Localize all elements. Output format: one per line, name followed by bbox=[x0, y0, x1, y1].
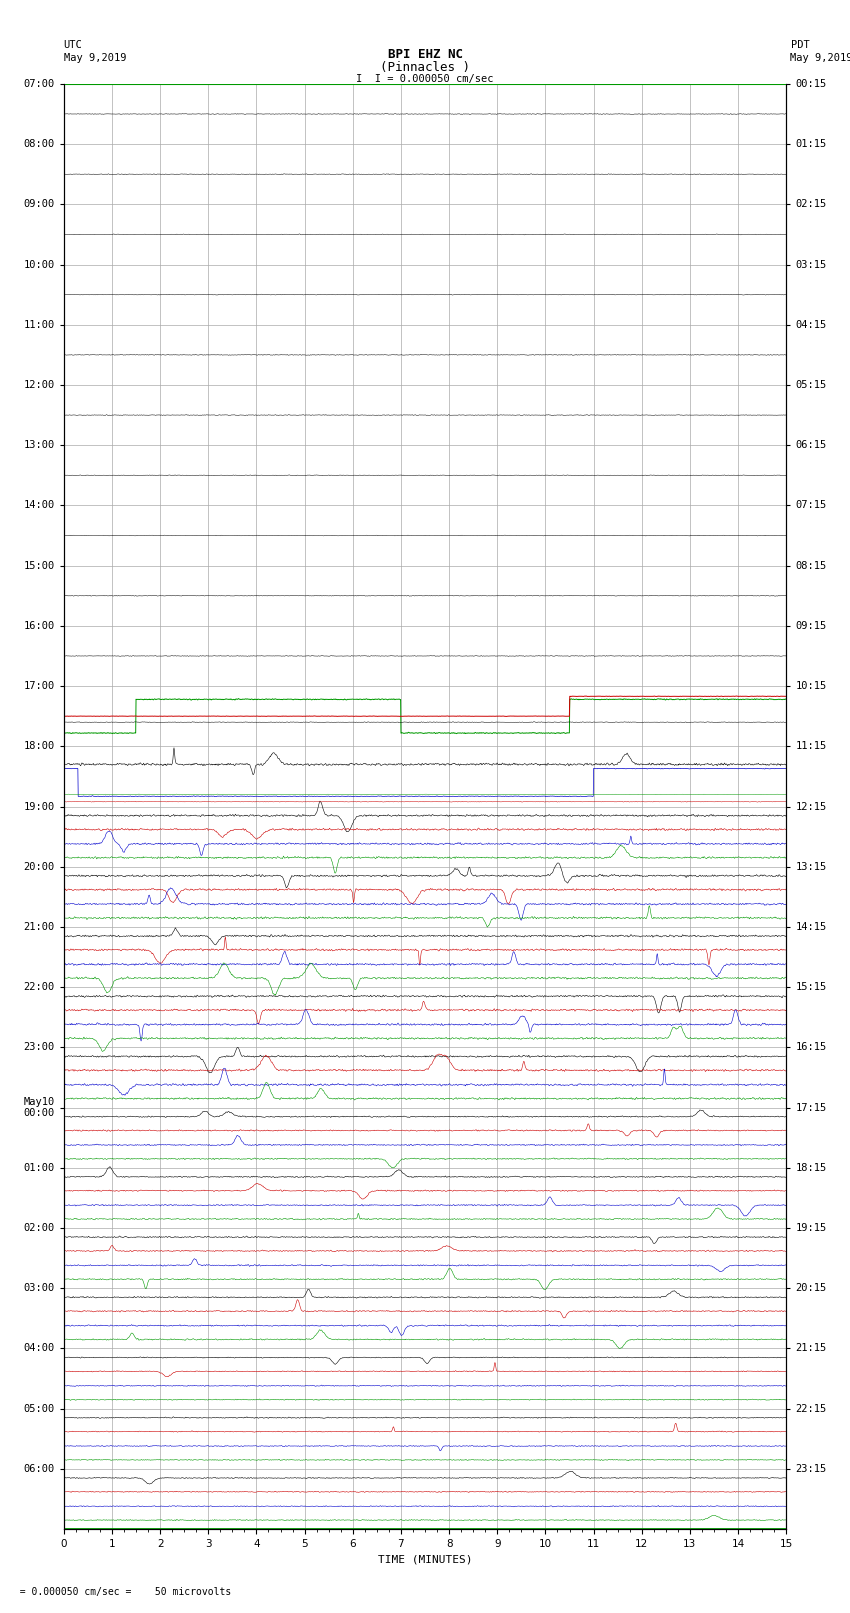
Text: = 0.000050 cm/sec =    50 microvolts: = 0.000050 cm/sec = 50 microvolts bbox=[8, 1587, 232, 1597]
X-axis label: TIME (MINUTES): TIME (MINUTES) bbox=[377, 1555, 473, 1565]
Text: (Pinnacles ): (Pinnacles ) bbox=[380, 61, 470, 74]
Text: May 9,2019: May 9,2019 bbox=[64, 53, 127, 63]
Text: May 9,2019: May 9,2019 bbox=[790, 53, 850, 63]
Text: PDT: PDT bbox=[790, 40, 809, 50]
Text: I  I = 0.000050 cm/sec: I I = 0.000050 cm/sec bbox=[356, 74, 494, 84]
Text: BPI EHZ NC: BPI EHZ NC bbox=[388, 48, 462, 61]
Text: UTC: UTC bbox=[64, 40, 82, 50]
